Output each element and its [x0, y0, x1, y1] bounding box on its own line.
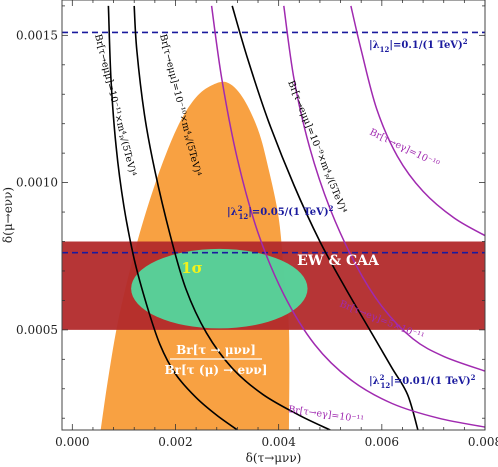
ew-caa-label: EW & CAA [297, 253, 380, 269]
y-tick-label: 0.0015 [16, 28, 58, 42]
x-tick-label: 0.004 [261, 435, 296, 449]
black-curve-3 [231, 5, 419, 430]
black-curve-2 [133, 5, 331, 430]
ratio-denominator: Br[τ (μ) → eνν] [165, 363, 268, 377]
dashed-line-label-3: |λ2 12|=0.01/(1 TeV)2 [369, 373, 476, 390]
y-tick-label: 0.0005 [16, 323, 58, 337]
x-axis-label: δ(τ→μνν) [246, 451, 302, 465]
purple-curve-2 [283, 5, 485, 372]
y-axis-label: δ(μ→eνν) [1, 187, 15, 243]
plot-frame [61, 0, 486, 431]
dashed-line-label-1: |λ12|=0.1/(1 TeV)2 [369, 37, 468, 54]
y-tick-label: 0.0010 [16, 176, 58, 190]
purple-curve-label-1: Br[τ→eγ]=10⁻¹⁰ [368, 127, 441, 170]
black-curve-label-1: Br[τ→eμμ]=10⁻¹¹×m⁴ₚ/(5TeV)⁴ [92, 33, 138, 177]
one-sigma-label: 1σ [181, 259, 203, 277]
x-tick-label: 0.000 [55, 435, 89, 449]
x-tick-label: 0.008 [468, 435, 498, 449]
black-curve-label-3: Br[τ→eμμ]=10⁻⁹×m⁴ₚ/(5TeV)⁴ [285, 79, 349, 215]
black-curve-1 [107, 5, 238, 430]
ratio-numerator: Br[τ → μνν] [176, 343, 256, 357]
x-tick-label: 0.002 [158, 435, 192, 449]
one-sigma-ellipse [131, 248, 308, 329]
purple-curve-1 [350, 5, 485, 237]
purple-curve-label-3: Br[τ→eγ]=10⁻¹¹ [288, 404, 365, 426]
dashed-line-label-2: |λ2 12|=0.05/(1 TeV)2 [227, 204, 334, 221]
purple-curve-3 [210, 5, 485, 428]
x-tick-label: 0.006 [365, 435, 399, 449]
